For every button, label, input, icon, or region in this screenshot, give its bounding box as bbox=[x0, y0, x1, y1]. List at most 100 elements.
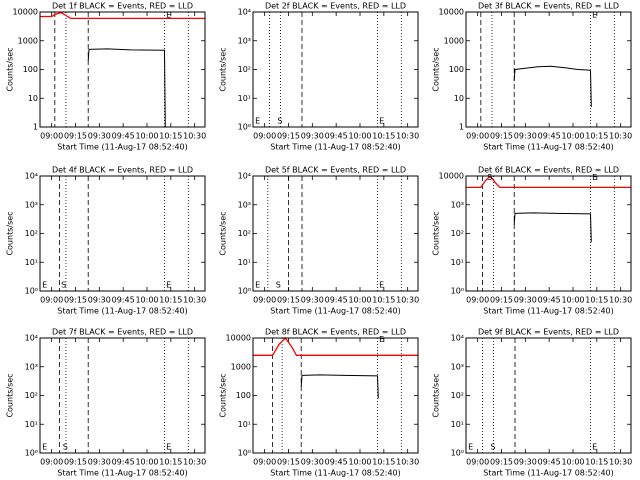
y-axis-label: Counts/sec bbox=[432, 211, 441, 255]
x-tick-label: 10:30 bbox=[396, 132, 419, 141]
x-tick-label: 10:30 bbox=[183, 458, 206, 467]
x-axis-label: Start Time (11-Aug-17 08:52:40) bbox=[483, 307, 614, 316]
y-axis-label: Counts/sec bbox=[6, 47, 15, 91]
annotation: E bbox=[42, 443, 47, 452]
annotation: E bbox=[255, 117, 260, 126]
y-tick-label: 10⁴ bbox=[238, 8, 251, 17]
x-tick-label: 09:00 bbox=[40, 132, 63, 141]
x-tick-label: 09:15 bbox=[277, 296, 300, 305]
y-tick-label: 10000 bbox=[226, 334, 251, 343]
panel-title: Det 6f BLACK = Events, RED = LLD bbox=[478, 166, 619, 175]
x-tick-label: 09:15 bbox=[277, 132, 300, 141]
x-tick-label: 09:30 bbox=[88, 296, 111, 305]
annotation: S bbox=[490, 443, 495, 452]
plot-frame bbox=[39, 337, 206, 454]
x-tick-label: 09:00 bbox=[253, 296, 276, 305]
annotation: E bbox=[42, 281, 47, 290]
y-axis-label: Counts/sec bbox=[6, 373, 15, 417]
panel-title: Det 8f BLACK = Events, RED = LLD bbox=[265, 328, 406, 337]
x-axis-label: Start Time (11-Aug-17 08:52:40) bbox=[57, 143, 188, 152]
x-tick-label: 10:15 bbox=[372, 458, 395, 467]
y-axis-label: Counts/sec bbox=[6, 211, 15, 255]
x-tick-label: 09:15 bbox=[64, 296, 87, 305]
plot-frame bbox=[39, 175, 206, 292]
annotation: E bbox=[166, 443, 171, 452]
y-axis-label: Counts/sec bbox=[432, 373, 441, 417]
y-axis-label: Counts/sec bbox=[219, 211, 228, 255]
y-tick-label: 10000 bbox=[439, 8, 464, 17]
y-tick-label: 10⁰ bbox=[238, 449, 251, 458]
x-tick-label: 09:45 bbox=[325, 296, 348, 305]
annotation: E bbox=[592, 173, 597, 182]
plot-frame bbox=[252, 11, 419, 128]
y-tick-label: 10 bbox=[28, 94, 38, 103]
y-tick-label: 10⁰ bbox=[451, 449, 464, 458]
annotation: S bbox=[277, 117, 282, 126]
x-tick-label: 09:45 bbox=[325, 132, 348, 141]
plot-frame bbox=[465, 337, 632, 454]
annotation: E bbox=[592, 443, 597, 452]
x-tick-label: 09:15 bbox=[64, 458, 87, 467]
y-tick-label: 10⁰ bbox=[25, 287, 38, 296]
y-tick-label: 100 bbox=[236, 391, 251, 400]
y-tick-label: 10² bbox=[25, 229, 38, 238]
y-tick-label: 10¹ bbox=[25, 258, 38, 267]
y-tick-label: 10³ bbox=[25, 200, 38, 209]
y-tick-label: 10² bbox=[238, 65, 251, 74]
annotation: E bbox=[166, 10, 171, 19]
y-tick-label: 10² bbox=[451, 229, 464, 238]
x-tick-label: 09:00 bbox=[40, 296, 63, 305]
x-tick-label: 10:00 bbox=[348, 296, 371, 305]
y-tick-label: 10⁰ bbox=[238, 287, 251, 296]
annotation: E bbox=[166, 281, 171, 290]
series-line bbox=[87, 48, 166, 128]
y-tick-label: 10³ bbox=[451, 362, 464, 371]
y-tick-label: 10³ bbox=[238, 36, 251, 45]
y-tick-label: 10⁴ bbox=[25, 334, 38, 343]
y-tick-label: 10¹ bbox=[25, 420, 38, 429]
x-tick-label: 10:30 bbox=[609, 296, 632, 305]
x-tick-label: 09:00 bbox=[253, 132, 276, 141]
x-tick-label: 09:15 bbox=[277, 458, 300, 467]
panel-title: Det 9f BLACK = Events, RED = LLD bbox=[478, 328, 619, 337]
x-tick-label: 09:45 bbox=[112, 132, 135, 141]
annotation: E bbox=[255, 281, 260, 290]
annotation: S bbox=[276, 281, 281, 290]
annotation: E bbox=[379, 117, 384, 126]
x-tick-label: 10:30 bbox=[396, 296, 419, 305]
x-tick-label: 09:00 bbox=[40, 458, 63, 467]
plot-frame bbox=[465, 11, 632, 128]
y-axis-label: Counts/sec bbox=[219, 373, 228, 417]
x-tick-label: 09:15 bbox=[490, 132, 513, 141]
x-tick-label: 10:00 bbox=[348, 132, 371, 141]
panel-title: Det 5f BLACK = Events, RED = LLD bbox=[265, 166, 406, 175]
y-tick-label: 1000 bbox=[231, 362, 251, 371]
y-tick-label: 1000 bbox=[18, 36, 38, 45]
x-tick-label: 09:30 bbox=[301, 132, 324, 141]
x-axis-label: Start Time (11-Aug-17 08:52:40) bbox=[57, 469, 188, 478]
y-tick-label: 10¹ bbox=[238, 420, 251, 429]
x-tick-label: 10:15 bbox=[585, 132, 608, 141]
x-tick-label: 09:30 bbox=[301, 296, 324, 305]
x-tick-label: 09:30 bbox=[514, 132, 537, 141]
series-line bbox=[513, 65, 592, 107]
y-tick-label: 10¹ bbox=[451, 258, 464, 267]
x-tick-label: 10:30 bbox=[609, 458, 632, 467]
y-tick-label: 10⁴ bbox=[238, 172, 251, 181]
y-tick-label: 10² bbox=[451, 391, 464, 400]
x-axis-label: Start Time (11-Aug-17 08:52:40) bbox=[270, 307, 401, 316]
y-tick-label: 10⁰ bbox=[451, 287, 464, 296]
x-tick-label: 09:15 bbox=[490, 458, 513, 467]
y-tick-label: 10⁴ bbox=[25, 172, 38, 181]
x-tick-label: 10:00 bbox=[561, 132, 584, 141]
y-tick-label: 10 bbox=[454, 94, 464, 103]
y-tick-label: 10¹ bbox=[238, 258, 251, 267]
x-tick-label: 09:45 bbox=[112, 458, 135, 467]
x-tick-label: 09:30 bbox=[514, 296, 537, 305]
x-tick-label: 10:00 bbox=[135, 132, 158, 141]
x-tick-label: 09:30 bbox=[301, 458, 324, 467]
y-tick-label: 10⁴ bbox=[451, 334, 464, 343]
y-tick-label: 10⁰ bbox=[238, 123, 251, 132]
x-tick-label: 09:00 bbox=[466, 132, 489, 141]
